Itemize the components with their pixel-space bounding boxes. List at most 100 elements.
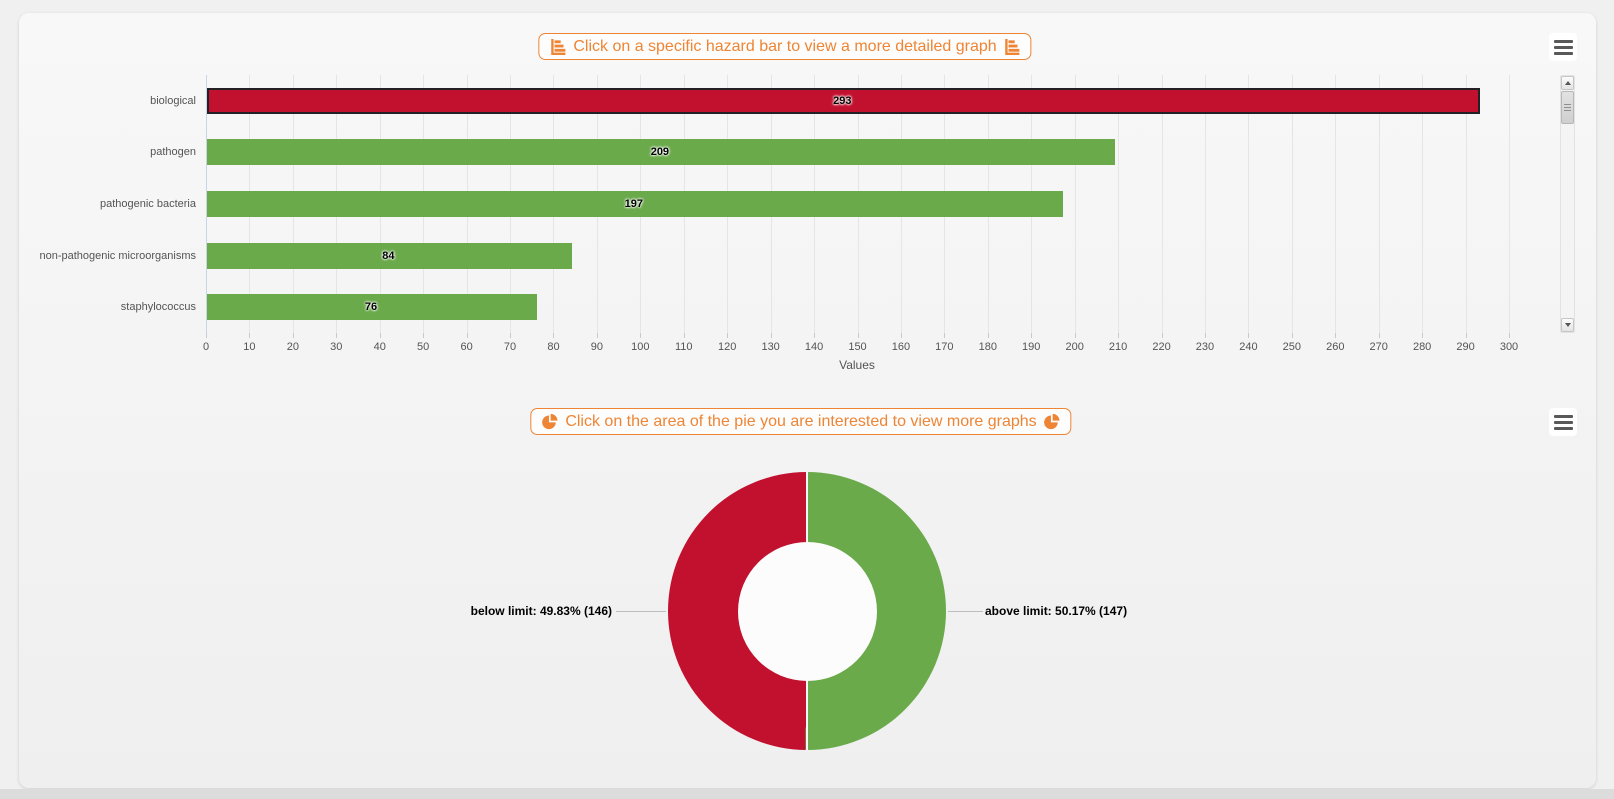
pie-label-below-limit: below limit: 49.83% (146): [470, 604, 612, 618]
axis-tick: [206, 333, 207, 338]
axis-tick: [1031, 333, 1033, 338]
category-label-pathogenic-bacteria: pathogenic bacteria: [99, 198, 196, 210]
bar-chart-scrollbar: [1560, 75, 1575, 333]
gridline: [1074, 75, 1076, 333]
x-tick-label: 190: [1022, 341, 1041, 353]
x-tick-label: 280: [1412, 341, 1432, 353]
scrollbar-thumb[interactable]: [1561, 91, 1574, 124]
bar-chart-icon: [1005, 38, 1020, 55]
x-tick-label: 0: [202, 341, 210, 353]
bar-chart-menu-button[interactable]: [1549, 33, 1577, 61]
axis-tick: [770, 333, 772, 338]
x-tick-label: 170: [935, 341, 954, 353]
hazard-bar-pathogenic-bacteria[interactable]: [207, 191, 1063, 217]
axis-tick: [727, 333, 729, 338]
category-label-staphylococcus: staphylococcus: [120, 301, 196, 314]
x-tick-label: 40: [373, 341, 386, 353]
gridline: [1204, 75, 1206, 333]
pie-chart-menu-button[interactable]: [1549, 408, 1577, 436]
pie-chart-icon: [542, 413, 558, 430]
axis-tick: [987, 333, 989, 338]
scrollbar-grip-icon: [1564, 104, 1571, 111]
gridline: [1291, 75, 1293, 333]
pie-chart-icon: [1044, 413, 1060, 430]
x-tick-label: 120: [718, 341, 737, 353]
scrollbar-down-button[interactable]: [1561, 318, 1574, 332]
bar-value-label: 209: [650, 146, 670, 159]
axis-tick: [900, 333, 902, 338]
scrollbar-up-arrow-icon: [1564, 81, 1571, 85]
x-tick-label: 20: [286, 341, 299, 353]
axis-tick: [1204, 333, 1206, 338]
gridline: [1465, 75, 1467, 333]
x-tick-label: 160: [891, 341, 911, 353]
x-tick-label: 130: [761, 341, 780, 353]
hamburger-menu-icon: [1553, 39, 1573, 55]
category-label-pathogen: pathogen: [150, 146, 196, 159]
gridline: [1161, 75, 1163, 333]
gridline: [1378, 75, 1380, 333]
x-tick-label: 60: [460, 341, 473, 353]
x-tick-label: 200: [1065, 341, 1084, 353]
label-connector-line: [616, 611, 666, 612]
pie-chart-title: Click on the area of the pie you are int…: [530, 408, 1072, 435]
x-tick-label: 250: [1282, 341, 1302, 353]
axis-tick: [466, 333, 468, 338]
x-tick-label: 50: [417, 341, 430, 353]
axis-tick: [1118, 333, 1120, 338]
slice-divider: [806, 472, 808, 542]
x-tick-label: 150: [848, 341, 867, 353]
pie-chart-section: Click on the area of the pie you are int…: [19, 393, 1596, 788]
bar-value-label: 197: [624, 198, 643, 210]
donut-chart: [668, 472, 946, 750]
donut-hole: [737, 541, 877, 681]
bar-value-label: 76: [364, 301, 378, 314]
bar-chart-section: Click on a specific hazard bar to view a…: [19, 13, 1596, 393]
page-bottom-strip: [0, 789, 1614, 799]
pie-chart-title-text: Click on the area of the pie you are int…: [565, 412, 1037, 430]
x-tick-label: 230: [1195, 341, 1215, 353]
axis-tick: [814, 333, 816, 338]
x-tick-label: 260: [1326, 341, 1345, 353]
scrollbar-up-button[interactable]: [1561, 76, 1574, 90]
bar-chart-title-text: Click on a specific hazard bar to view a…: [573, 37, 997, 55]
axis-tick: [596, 333, 598, 338]
hazard-bar-non-pathogenic-microorganisms[interactable]: [207, 242, 572, 269]
pie-label-above-limit: above limit: 50.17% (147): [985, 604, 1128, 618]
x-tick-label: 210: [1108, 341, 1128, 353]
x-tick-label: 80: [547, 341, 560, 353]
x-tick-label: 110: [674, 341, 693, 353]
bar-chart-icon: [551, 38, 566, 55]
charts-card: Click on a specific hazard bar to view a…: [19, 13, 1596, 788]
axis-tick: [1465, 333, 1467, 338]
x-axis-title: Values: [839, 358, 875, 372]
axis-tick: [379, 333, 381, 338]
category-label-biological: biological: [150, 94, 196, 107]
axis-tick: [249, 333, 251, 338]
x-tick-label: 290: [1456, 341, 1475, 353]
gridline: [1422, 75, 1424, 333]
axis-tick: [1291, 333, 1293, 338]
gridline: [1335, 75, 1337, 333]
axis-tick: [423, 333, 425, 338]
hazard-bar-pathogen[interactable]: [207, 139, 1115, 166]
axis-tick: [1335, 333, 1337, 338]
bar-value-label: 293: [833, 94, 852, 107]
hazard-bar-biological[interactable]: [207, 87, 1480, 114]
hazard-bar-staphylococcus[interactable]: [207, 294, 538, 321]
x-tick-label: 140: [804, 341, 824, 353]
axis-tick: [510, 333, 512, 338]
x-tick-label: 180: [978, 341, 997, 353]
x-tick-label: 30: [330, 341, 343, 353]
gridline: [1118, 75, 1120, 333]
scrollbar-down-arrow-icon: [1564, 323, 1571, 327]
gridline: [1248, 75, 1250, 333]
axis-tick: [944, 333, 946, 338]
x-axis: 0 10 20 30 40 50 60 70 80 90 100 110 120 130 140 150 160…: [19, 333, 1596, 363]
x-tick-label: 10: [243, 341, 256, 353]
axis-tick: [640, 333, 642, 338]
category-label-non-pathogenic-microorganisms: non-pathogenic microorganisms: [39, 249, 196, 262]
gridline: [1509, 75, 1510, 333]
bar-value-label: 84: [382, 249, 395, 262]
